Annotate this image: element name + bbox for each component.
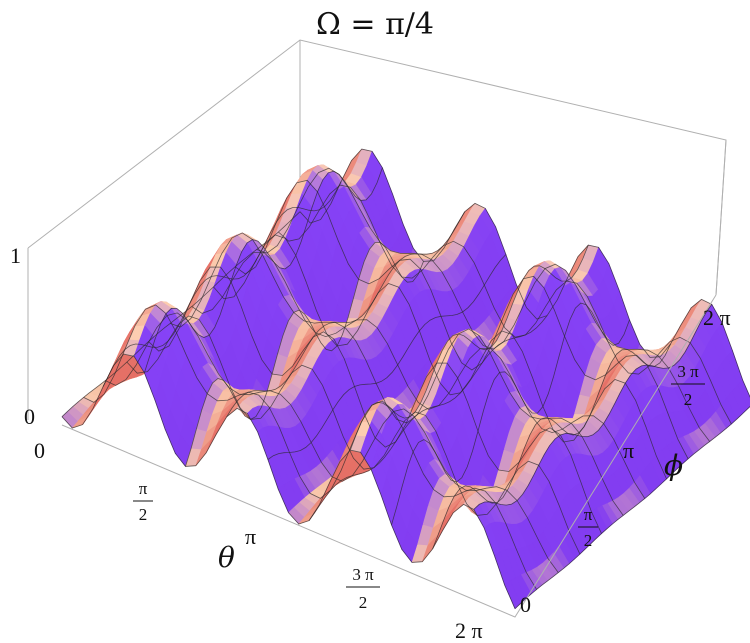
surface-grid-lines <box>61 148 750 609</box>
chart-title: Ω = π/4 <box>316 7 434 42</box>
front-edges <box>61 294 717 618</box>
z-tick-0: 0 <box>24 404 35 429</box>
mesh-line-phi <box>170 232 624 516</box>
svg-text:2: 2 <box>359 593 368 612</box>
svg-text:2: 2 <box>584 531 593 550</box>
mesh-line-theta <box>308 315 548 521</box>
phi-tick-2pi: 2 π <box>703 305 731 330</box>
svg-text:π: π <box>584 505 593 524</box>
svg-text:3 π: 3 π <box>352 565 374 584</box>
phi-tick-pi: π <box>623 438 634 463</box>
mesh-line-theta <box>391 302 630 526</box>
svg-text:π: π <box>139 479 148 498</box>
svg-text:3 π: 3 π <box>677 362 699 381</box>
phi-tick-pi-2: π 2 <box>578 505 598 550</box>
mesh-line-phi <box>126 315 581 555</box>
z-tick-1: 1 <box>10 243 21 268</box>
surface-mesh <box>61 148 750 610</box>
svg-text:2: 2 <box>139 505 148 524</box>
bounding-box <box>27 39 727 420</box>
svg-text:2: 2 <box>684 390 693 409</box>
mesh-line-theta <box>349 244 589 451</box>
mesh-line-theta <box>514 405 750 609</box>
theta-tick-0: 0 <box>34 438 45 463</box>
mesh-line-theta <box>267 254 507 460</box>
theta-tick-pi: π <box>245 524 256 549</box>
theta-tick-3pi-2: 3 π 2 <box>346 565 380 612</box>
mesh-line-phi <box>256 167 711 442</box>
mesh-line-phi <box>105 312 559 573</box>
phi-tick-3pi-2: 3 π 2 <box>671 362 705 409</box>
phi-axis-label: ϕ <box>664 449 683 482</box>
phi-tick-0: 0 <box>520 592 531 617</box>
mesh-line-phi <box>299 148 750 398</box>
mesh-line-theta <box>432 343 671 550</box>
mesh-line-phi <box>148 266 602 534</box>
theta-tick-2pi: 2 π <box>455 618 483 643</box>
mesh-line-theta <box>102 181 342 387</box>
theta-tick-pi-2: π 2 <box>133 479 153 524</box>
mesh-line-theta <box>473 304 713 510</box>
mesh-line-phi <box>191 251 646 499</box>
mesh-line-phi <box>213 234 667 480</box>
mesh-line-phi <box>278 184 732 425</box>
theta-axis-label: θ <box>218 541 235 574</box>
